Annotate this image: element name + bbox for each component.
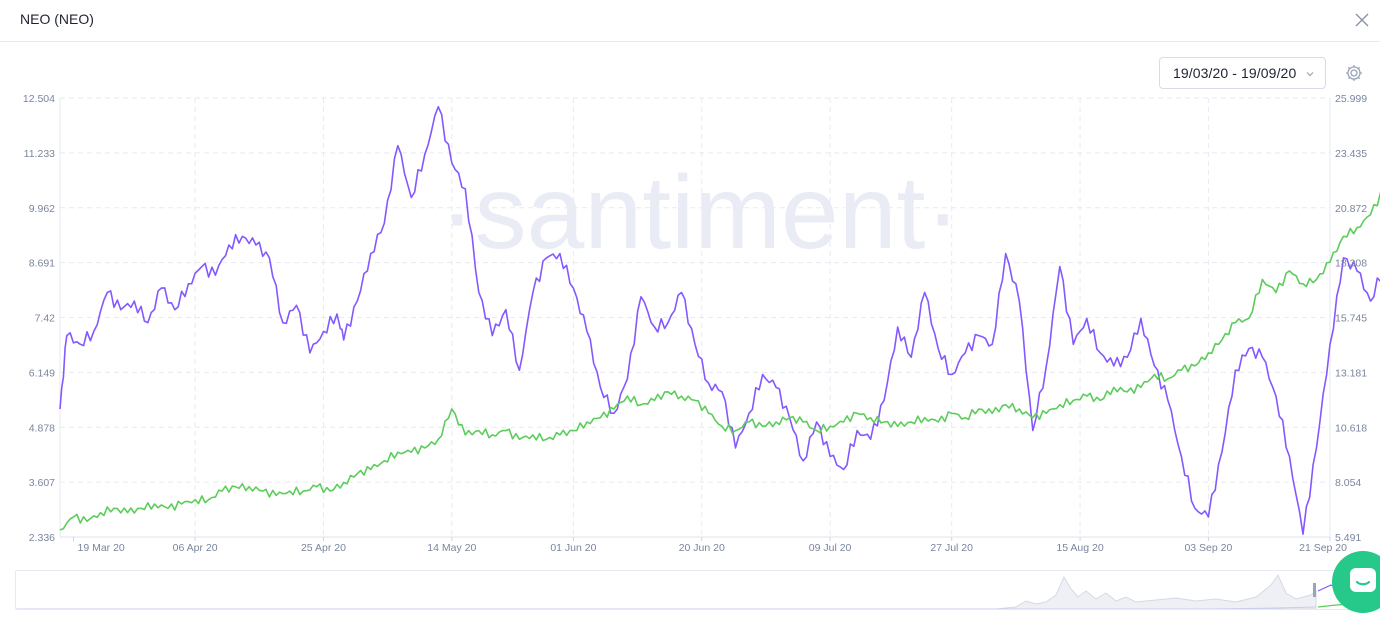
chart-grid <box>59 97 1331 538</box>
y-tick-left: 7.42 <box>35 313 56 325</box>
date-range-label: 19/03/20 - 19/09/20 <box>1173 65 1297 81</box>
x-tick-label: 21 Sep 20 <box>1299 542 1347 554</box>
x-tick-label: 01 Jun 20 <box>550 542 596 554</box>
chevron-down-icon <box>1304 67 1316 79</box>
chart-series <box>59 106 1380 535</box>
x-tick-label: 19 Mar 20 <box>78 542 125 554</box>
y-tick-left: 9.962 <box>29 203 55 215</box>
y-tick-left: 8.691 <box>29 258 55 270</box>
series-line-purple <box>59 106 1380 535</box>
y-tick-right: 5.491 <box>1335 532 1361 544</box>
navigator-handle[interactable] <box>1313 583 1316 597</box>
x-tick-label: 03 Sep 20 <box>1184 542 1232 554</box>
y-tick-right: 13.181 <box>1335 367 1367 379</box>
date-range-picker[interactable]: 19/03/20 - 19/09/20 <box>1159 57 1326 89</box>
x-tick-label: 15 Aug 20 <box>1056 542 1103 554</box>
chart-ticks: 2.336 5.491 3.607 8.054 4.878 10.618 6.149 13.1… <box>23 93 1367 554</box>
gear-icon[interactable] <box>1343 62 1365 84</box>
y-tick-left: 11.233 <box>24 148 55 160</box>
x-tick-label: 06 Apr 20 <box>173 542 218 554</box>
navigator-preview <box>16 573 1379 609</box>
y-tick-right: 23.435 <box>1335 148 1367 160</box>
y-tick-right: 15.745 <box>1335 313 1367 325</box>
chat-launcher[interactable] <box>1332 551 1380 613</box>
y-tick-right: 25.999 <box>1335 93 1367 105</box>
y-tick-left: 2.336 <box>29 532 55 544</box>
y-tick-right: 10.618 <box>1335 422 1367 434</box>
x-tick-label: 27 Jul 20 <box>930 542 973 554</box>
close-icon[interactable] <box>1351 9 1373 31</box>
x-tick-label: 25 Apr 20 <box>301 542 346 554</box>
modal-header: NEO (NEO) <box>0 0 1380 42</box>
y-tick-left: 3.607 <box>29 477 55 489</box>
y-tick-right: 18.308 <box>1335 258 1367 270</box>
y-tick-left: 4.878 <box>29 422 55 434</box>
y-tick-right: 20.872 <box>1335 203 1367 215</box>
y-tick-left: 12.504 <box>23 93 55 105</box>
x-tick-label: 09 Jul 20 <box>809 542 852 554</box>
asset-title: NEO (NEO) <box>20 11 94 27</box>
range-navigator[interactable] <box>15 570 1380 610</box>
y-tick-left: 6.149 <box>29 367 55 379</box>
series-line-green <box>59 191 1380 531</box>
y-tick-right: 8.054 <box>1335 477 1361 489</box>
santiment-watermark: ·santiment· <box>440 155 960 271</box>
x-tick-label: 20 Jun 20 <box>679 542 725 554</box>
chat-icon <box>1350 568 1376 592</box>
x-tick-label: 14 May 20 <box>427 542 476 554</box>
